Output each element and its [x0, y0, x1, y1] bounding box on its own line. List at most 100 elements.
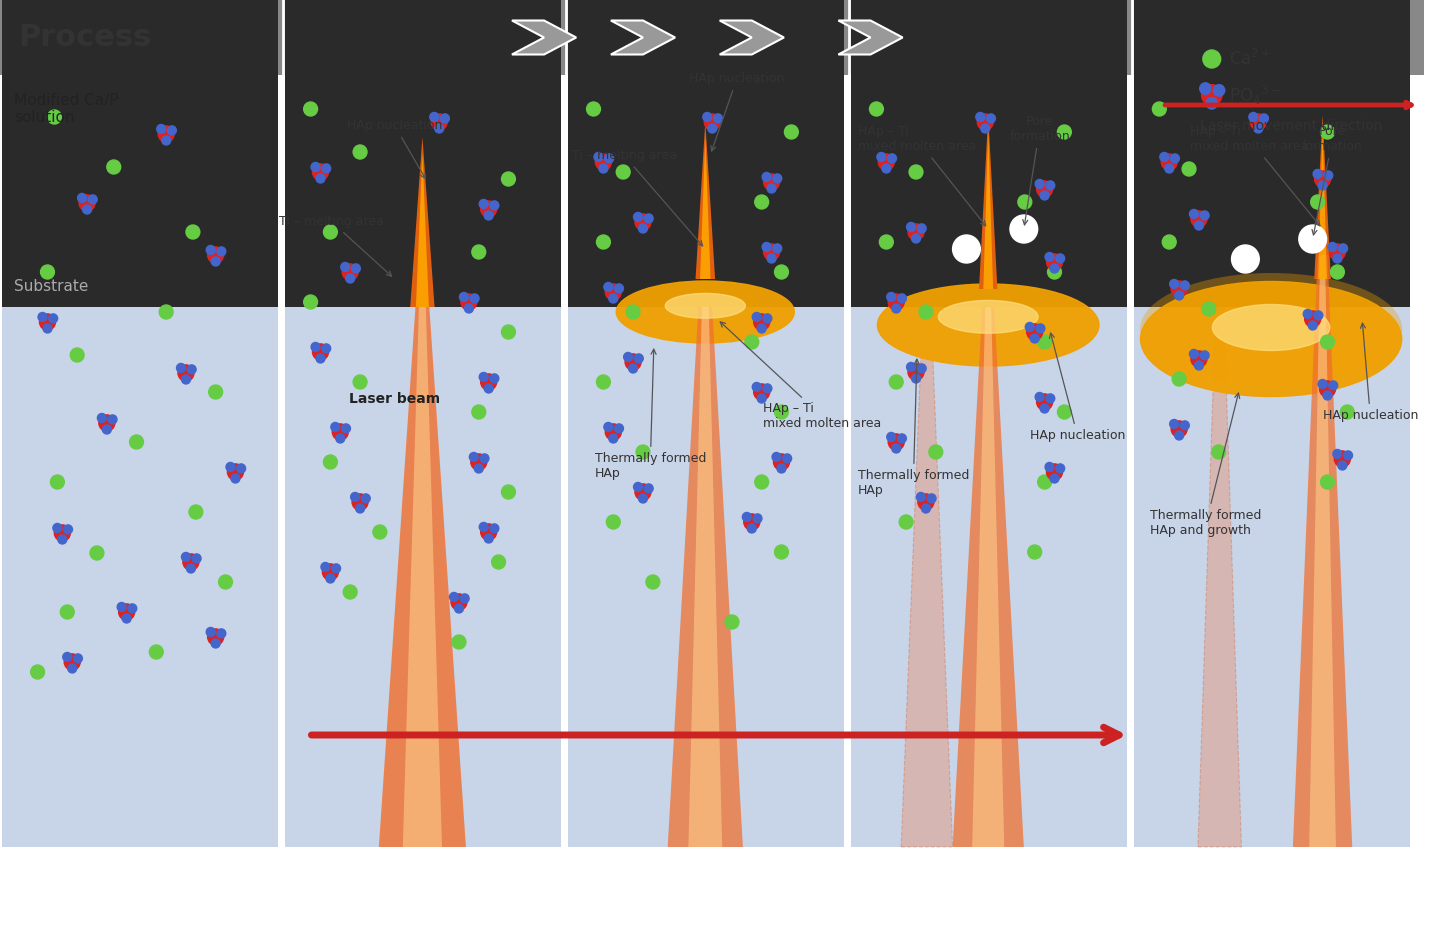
Circle shape [324, 225, 337, 239]
Bar [851, 307, 1126, 847]
Circle shape [1056, 254, 1064, 263]
Polygon shape [1293, 255, 1352, 847]
Circle shape [37, 312, 48, 322]
Ellipse shape [939, 300, 1038, 333]
Circle shape [323, 564, 338, 580]
Circle shape [638, 224, 648, 233]
Circle shape [472, 245, 485, 259]
Polygon shape [953, 307, 1024, 847]
Circle shape [186, 225, 200, 239]
Circle shape [605, 284, 621, 300]
Circle shape [888, 294, 904, 311]
Circle shape [373, 525, 387, 539]
Circle shape [907, 362, 916, 372]
Circle shape [1200, 83, 1211, 95]
Circle shape [609, 434, 618, 443]
Circle shape [1045, 394, 1054, 403]
Text: Thermally formed
HAp: Thermally formed HAp [595, 349, 706, 480]
Circle shape [304, 295, 318, 309]
Circle shape [880, 235, 893, 249]
Circle shape [161, 136, 170, 145]
Circle shape [226, 463, 235, 472]
Circle shape [459, 292, 468, 301]
Circle shape [78, 194, 86, 202]
Text: Laser movement direction: Laser movement direction [1200, 119, 1382, 133]
Circle shape [189, 505, 203, 519]
Circle shape [1333, 450, 1342, 459]
Circle shape [626, 305, 639, 319]
Circle shape [917, 364, 926, 373]
Circle shape [1040, 191, 1050, 200]
Circle shape [753, 514, 762, 523]
Circle shape [431, 114, 448, 130]
Circle shape [897, 434, 906, 443]
Circle shape [755, 195, 769, 209]
Polygon shape [670, 138, 742, 279]
Circle shape [593, 152, 603, 161]
Circle shape [50, 475, 65, 489]
Circle shape [634, 482, 642, 491]
Circle shape [1319, 381, 1335, 397]
Circle shape [1182, 162, 1197, 176]
Circle shape [312, 164, 328, 180]
Circle shape [1331, 265, 1345, 279]
Circle shape [480, 199, 488, 209]
Circle shape [88, 195, 96, 204]
Circle shape [1181, 281, 1189, 290]
Circle shape [773, 174, 782, 183]
Polygon shape [955, 133, 1022, 289]
Circle shape [1035, 180, 1044, 188]
Circle shape [212, 639, 220, 648]
Circle shape [312, 344, 328, 360]
Circle shape [1194, 361, 1204, 370]
Text: HAp – Ti
mixed molten area: HAp – Ti mixed molten area [720, 322, 881, 430]
Circle shape [353, 145, 367, 159]
Circle shape [455, 604, 464, 613]
Circle shape [207, 247, 223, 263]
Circle shape [480, 523, 488, 531]
Polygon shape [377, 154, 467, 307]
Circle shape [192, 554, 202, 563]
Circle shape [647, 575, 660, 589]
Text: Thermally formed
HAp: Thermally formed HAp [858, 359, 969, 497]
Circle shape [1162, 235, 1176, 249]
Circle shape [916, 492, 926, 502]
Text: Pore
formation: Pore formation [1009, 115, 1070, 225]
Circle shape [321, 164, 331, 173]
Circle shape [1191, 211, 1207, 227]
Circle shape [353, 375, 367, 389]
Circle shape [1303, 310, 1312, 319]
Circle shape [1159, 152, 1169, 161]
Circle shape [1344, 451, 1352, 460]
Circle shape [1040, 404, 1050, 413]
Polygon shape [668, 307, 743, 847]
Circle shape [343, 585, 357, 599]
Circle shape [91, 546, 104, 560]
Circle shape [1335, 451, 1351, 467]
Circle shape [625, 354, 641, 370]
Circle shape [481, 524, 497, 540]
Bar [1133, 0, 1410, 307]
Circle shape [596, 375, 611, 389]
Circle shape [1169, 279, 1178, 288]
Bar [1, 307, 278, 847]
Circle shape [1200, 351, 1210, 360]
Circle shape [30, 665, 45, 679]
Ellipse shape [1212, 304, 1331, 350]
Circle shape [599, 164, 608, 173]
Circle shape [1329, 244, 1345, 260]
Circle shape [117, 603, 127, 612]
Circle shape [1308, 321, 1318, 330]
Circle shape [1194, 221, 1204, 230]
Circle shape [629, 364, 638, 373]
Circle shape [778, 464, 786, 473]
Circle shape [1315, 171, 1331, 187]
Circle shape [167, 126, 176, 135]
Circle shape [490, 374, 498, 383]
Circle shape [490, 524, 498, 533]
Circle shape [1323, 171, 1332, 180]
Text: Ti – melting area: Ti – melting area [572, 149, 703, 246]
Circle shape [217, 629, 226, 638]
Circle shape [1318, 379, 1328, 388]
Circle shape [603, 283, 613, 291]
